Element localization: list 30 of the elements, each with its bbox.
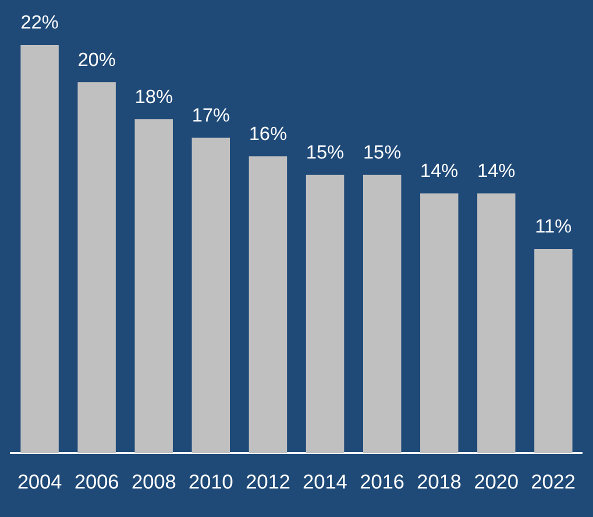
data-label: 22% <box>20 12 59 34</box>
data-label: 11% <box>535 216 572 238</box>
data-label: 14% <box>420 161 458 182</box>
x-tick-label: 2012 <box>246 472 290 494</box>
bar <box>20 45 59 453</box>
bar <box>477 193 516 453</box>
bar <box>362 174 402 453</box>
data-label: 14% <box>477 161 516 182</box>
data-label: 18% <box>134 86 173 108</box>
x-tick-label: 2016 <box>360 472 404 494</box>
bar <box>134 119 173 453</box>
x-tick-label: 2008 <box>132 472 176 494</box>
x-tick-label: 2018 <box>416 472 462 494</box>
x-tick-label: 2020 <box>474 472 518 494</box>
data-label: 20% <box>78 50 116 71</box>
bar <box>248 156 288 453</box>
data-label: 17% <box>192 105 230 126</box>
bar <box>420 193 458 453</box>
data-label: 15% <box>363 142 402 164</box>
x-tick-label: 2004 <box>17 472 62 494</box>
bar <box>306 174 344 453</box>
bar <box>78 82 116 453</box>
data-label: 15% <box>306 142 344 164</box>
data-label: 16% <box>248 124 288 146</box>
bar <box>534 249 572 453</box>
x-tick-label: 2022 <box>531 472 576 494</box>
x-tick-label: 2006 <box>74 472 120 494</box>
x-tick-label: 2014 <box>302 472 348 494</box>
x-tick-label: 2010 <box>188 472 234 494</box>
bar <box>192 138 230 453</box>
